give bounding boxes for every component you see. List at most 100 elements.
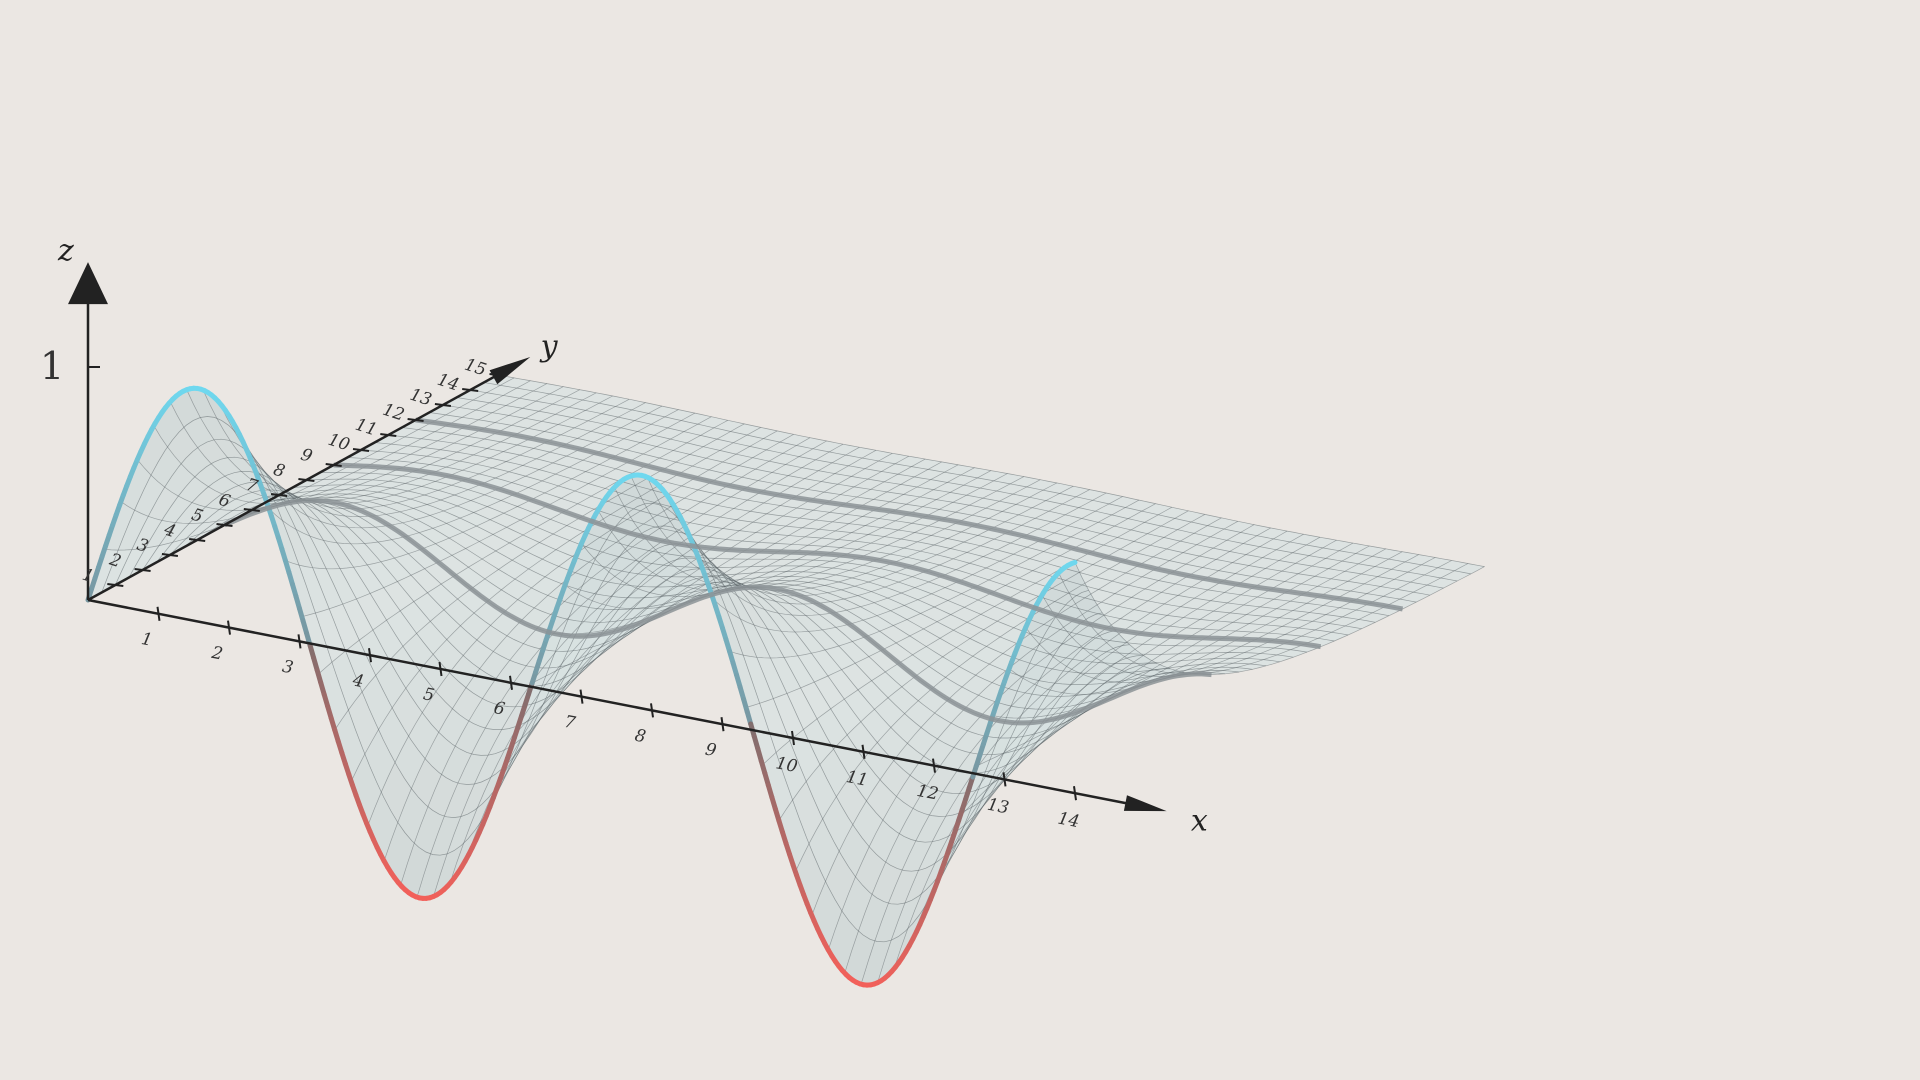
surface-patch	[832, 514, 863, 524]
surface-patch	[947, 531, 978, 543]
surface-patch	[317, 493, 348, 498]
surface-patch	[786, 565, 817, 572]
surface-patch	[1377, 569, 1408, 580]
surface-patch	[355, 473, 386, 480]
surface-patch	[577, 431, 608, 443]
surface-patch	[703, 505, 734, 518]
surface-patch	[1169, 552, 1200, 565]
surface-patch	[943, 771, 974, 794]
surface-patch	[774, 475, 805, 487]
x-tick-mark	[156, 606, 161, 621]
surface-patch	[353, 501, 384, 508]
surface-patch	[527, 421, 559, 432]
surface-patch	[792, 615, 823, 632]
surface-patch	[1136, 545, 1167, 557]
x-tick-mark	[227, 620, 231, 635]
surface-patch	[1010, 476, 1041, 487]
surface-patch	[1072, 590, 1103, 620]
y-tick-label: 9	[298, 445, 315, 467]
surface-patch	[1383, 589, 1414, 600]
surface-patch	[1163, 529, 1194, 542]
surface-patch	[887, 593, 918, 606]
surface-patch	[972, 508, 1003, 519]
surface-gridline	[120, 380, 531, 524]
surface-patch	[104, 501, 135, 551]
surface-gridline	[959, 545, 1370, 818]
x-tick-label: 8	[633, 726, 648, 748]
surface-patch	[1244, 646, 1275, 654]
surface-patch	[1082, 576, 1113, 590]
surface-patch	[898, 654, 930, 677]
surface-patch	[1317, 578, 1348, 589]
surface-patch	[797, 588, 828, 595]
surface-patch	[626, 442, 657, 454]
surface-patch	[901, 587, 932, 600]
surface-patch	[752, 449, 783, 462]
surface-patch	[1232, 614, 1263, 624]
surface-patch	[953, 730, 984, 753]
surface-patch	[963, 477, 994, 489]
surface-patch	[800, 682, 831, 719]
surface-patch	[930, 472, 961, 483]
surface-patch	[337, 542, 368, 568]
surface-patch	[896, 775, 927, 809]
surface-patch	[754, 625, 785, 658]
surface-patch	[219, 498, 250, 511]
surface-patch	[835, 624, 867, 642]
surface-patch	[1084, 522, 1115, 534]
surface-gridline	[581, 470, 992, 597]
surface-patch	[791, 478, 822, 490]
surface-gridline	[137, 383, 548, 511]
surface-patch	[446, 518, 477, 533]
surface-patch	[1100, 526, 1131, 538]
surface-patch	[170, 389, 201, 428]
surface-patch	[904, 599, 935, 614]
surface-patch	[740, 618, 771, 658]
surface-patch	[1134, 600, 1165, 613]
surface-patch	[374, 435, 405, 445]
surface-patch	[556, 654, 587, 692]
surface-patch	[1022, 643, 1053, 686]
surface-patch	[1211, 645, 1242, 653]
surface-patch	[552, 396, 583, 408]
surface-patch	[1009, 627, 1040, 679]
surface-patch	[822, 627, 853, 646]
surface-patch	[606, 581, 637, 608]
surface-patch	[447, 808, 478, 854]
surface-patch	[929, 792, 960, 817]
surface-patch	[884, 474, 915, 485]
surface-patch	[462, 464, 493, 474]
surface-patch	[719, 442, 750, 455]
surface-patch	[736, 446, 767, 458]
surface-patch	[838, 641, 869, 664]
surface-patch	[320, 521, 351, 544]
surface-patch	[1232, 554, 1263, 566]
surface-patch	[792, 781, 823, 844]
surface-patch	[779, 434, 811, 446]
surface-patch	[318, 662, 349, 731]
surface-gridline	[548, 464, 959, 635]
surface-patch	[1054, 525, 1085, 537]
surface-patch	[1322, 540, 1353, 551]
surface-patch	[1150, 603, 1181, 616]
surface-patch	[410, 494, 441, 505]
surface-patch	[977, 470, 1008, 481]
surface-patch	[1095, 568, 1126, 582]
surface-patch	[534, 595, 565, 615]
surface-patch	[1342, 610, 1373, 620]
surface-patch	[1421, 557, 1452, 568]
surface-patch	[299, 565, 330, 614]
surface-patch	[739, 522, 770, 533]
surface-patch	[388, 427, 419, 437]
surface-patch	[1112, 572, 1143, 586]
surface-patch	[807, 481, 838, 493]
surface-patch	[456, 445, 487, 455]
surface-patch	[858, 680, 889, 710]
surface-patch	[1200, 658, 1231, 665]
surface-patch	[1196, 536, 1227, 549]
surface-patch	[1197, 652, 1228, 660]
surface-patch	[455, 721, 486, 754]
surface-patch	[1047, 692, 1078, 716]
surface-patch	[1078, 500, 1109, 512]
